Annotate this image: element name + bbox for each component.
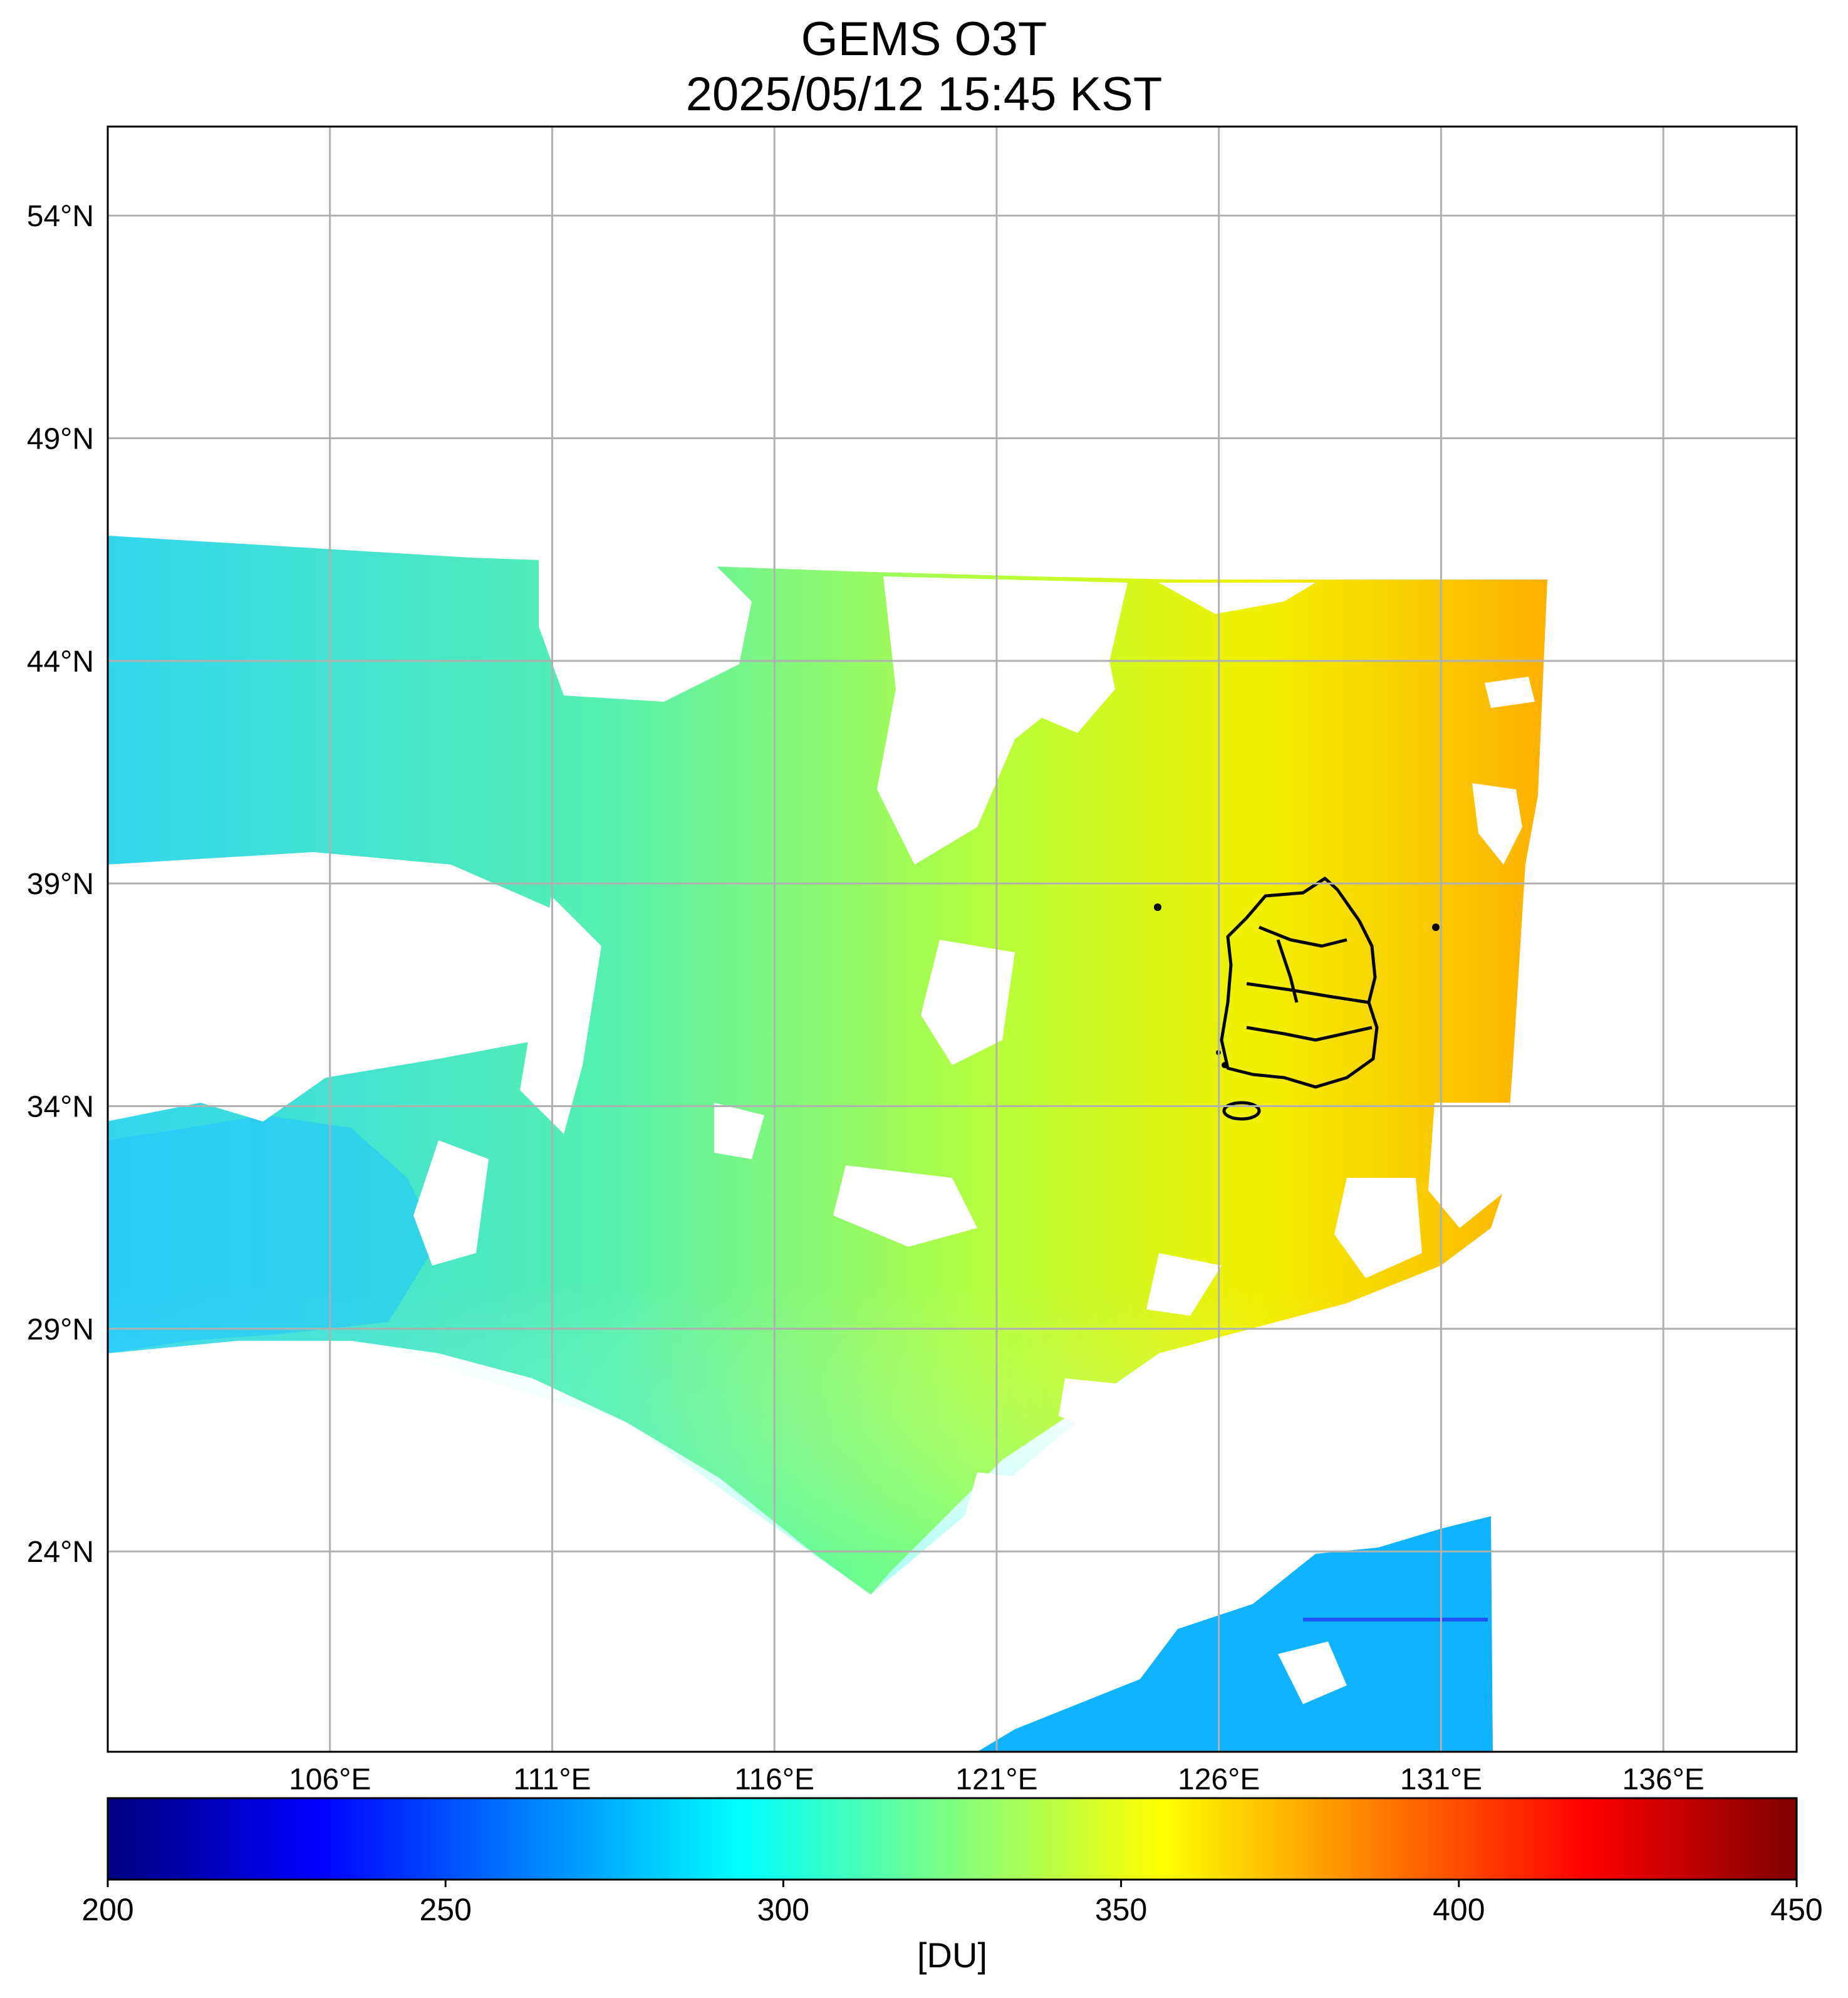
lon-tick-label: 121°E <box>955 1763 1037 1796</box>
lon-tick-label: 136°E <box>1622 1763 1705 1796</box>
colorbar-tick-label: 300 <box>757 1892 809 1927</box>
korea-coastline <box>1220 877 1379 1121</box>
lon-tick-label: 111°E <box>513 1763 591 1796</box>
lon-tick-label: 131°E <box>1400 1763 1482 1796</box>
lat-tick-label: 24°N <box>27 1536 94 1569</box>
longitude-labels: 106°E 111°E 116°E 121°E 126°E 131°E 136°E <box>289 1763 1705 1796</box>
lat-tick-label: 54°N <box>27 200 94 233</box>
map-frame <box>106 125 1798 1753</box>
lat-tick-label: 49°N <box>27 422 94 455</box>
latitude-labels: 54°N 49°N 44°N 39°N 34°N 29°N 24°N <box>27 200 94 1569</box>
lat-tick-label: 29°N <box>27 1313 94 1346</box>
lon-tick-label: 116°E <box>734 1763 814 1796</box>
lat-tick-label: 34°N <box>27 1091 94 1124</box>
lon-tick-label: 126°E <box>1178 1763 1260 1796</box>
low-ozone-southwest <box>108 1115 439 1353</box>
map-gridlines <box>108 127 1797 1752</box>
colorbar-tick-label: 350 <box>1095 1892 1147 1927</box>
no-data-gaps <box>108 551 1535 1529</box>
colorbar-tick-label: 250 <box>419 1892 471 1927</box>
ozone-field-southeast <box>977 1516 1493 1752</box>
colorbar-tick-label: 450 <box>1770 1892 1822 1927</box>
colorbar-tick-label: 200 <box>81 1892 133 1927</box>
lat-tick-label: 44°N <box>27 645 94 679</box>
lon-tick-label: 106°E <box>289 1763 371 1796</box>
map-title: GEMS O3T <box>801 13 1047 66</box>
colorbar <box>106 1797 1798 1881</box>
lat-tick-label: 39°N <box>27 868 94 901</box>
south-gap <box>1278 1642 1347 1704</box>
colorbar-unit-label: [DU] <box>917 1935 987 1975</box>
colorbar-tick-label: 400 <box>1433 1892 1485 1927</box>
colorbar-ticks: 200 250 300 350 400 450 <box>81 1880 1823 1927</box>
map-timestamp: 2025/05/12 15:45 KST <box>685 68 1163 121</box>
